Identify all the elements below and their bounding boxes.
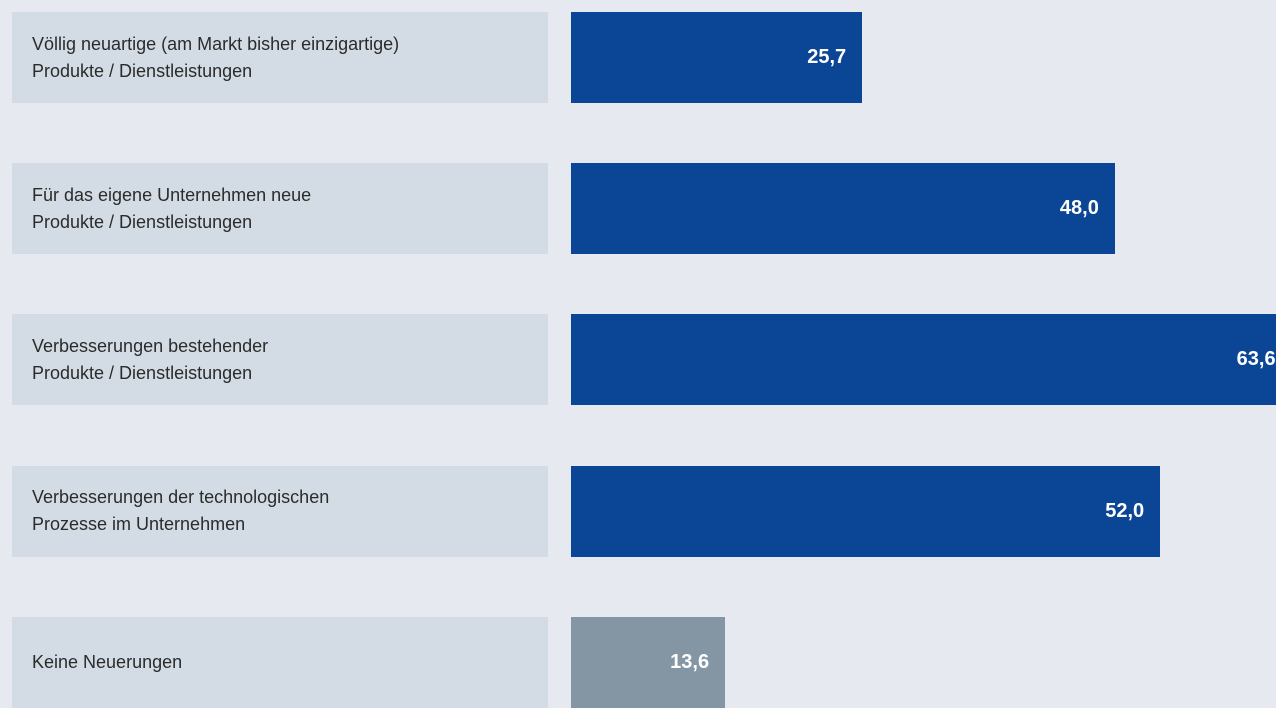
category-label: Völlig neuartige (am Markt bisher einzig… bbox=[12, 12, 548, 103]
bar bbox=[571, 616, 726, 708]
value-label: 48,0 bbox=[1059, 197, 1099, 220]
value-label: 25,7 bbox=[807, 46, 847, 68]
category-label: Verbesserungen der technologischen Proze… bbox=[12, 465, 548, 557]
category-label: Verbesserungen bestehender Produkte / Di… bbox=[12, 314, 548, 406]
bar bbox=[571, 314, 1276, 406]
value-label: 13,6 bbox=[670, 650, 710, 673]
value-label: 52,0 bbox=[1105, 499, 1145, 522]
category-label: Für das eigene Unternehmen neue Produkte… bbox=[12, 163, 548, 255]
bar bbox=[571, 163, 1115, 255]
category-label: Keine Neuerungen bbox=[12, 616, 548, 708]
bar bbox=[571, 12, 863, 103]
value-label: 63,6 bbox=[1236, 348, 1276, 371]
bar bbox=[571, 465, 1161, 557]
